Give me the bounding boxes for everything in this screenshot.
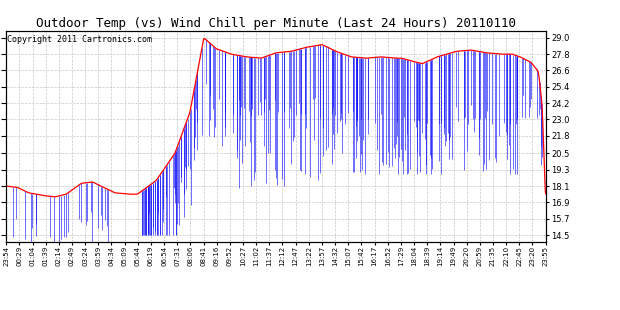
Title: Outdoor Temp (vs) Wind Chill per Minute (Last 24 Hours) 20110110: Outdoor Temp (vs) Wind Chill per Minute … [36,17,516,30]
Text: Copyright 2011 Cartronics.com: Copyright 2011 Cartronics.com [7,35,153,44]
